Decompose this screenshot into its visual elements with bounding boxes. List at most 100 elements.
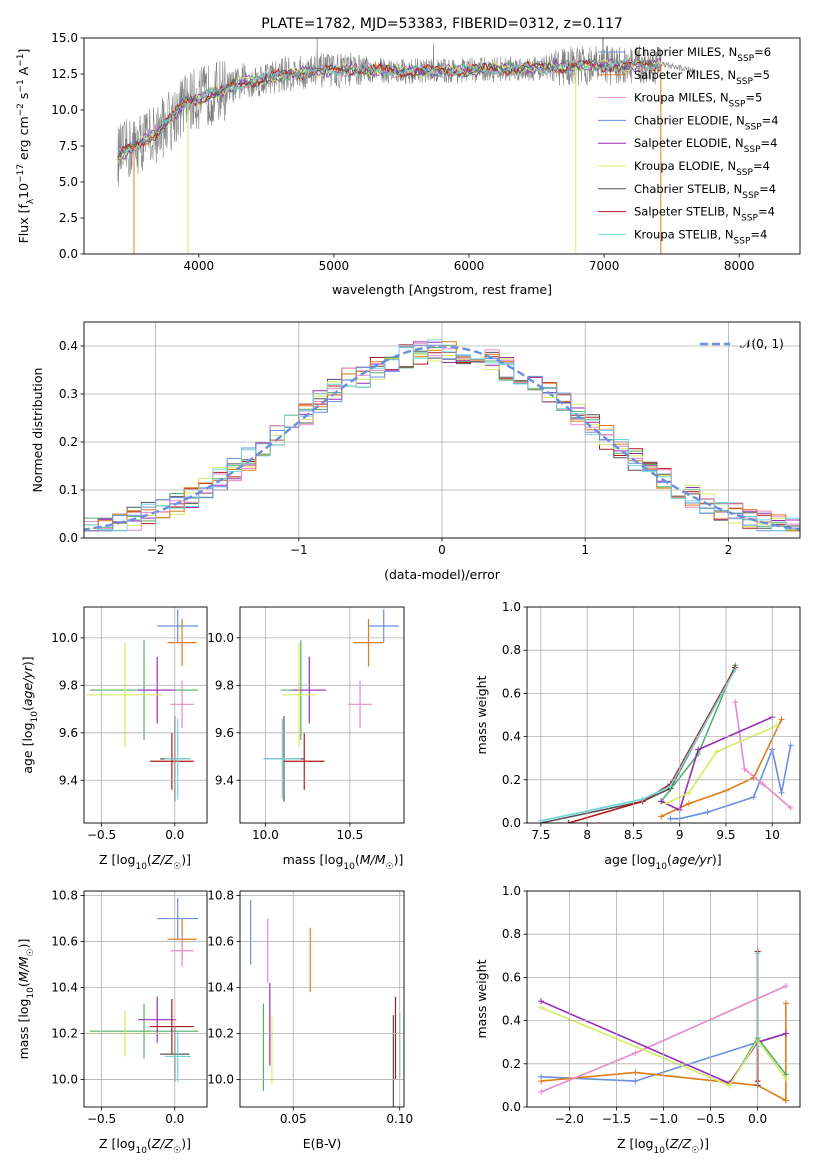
mass-weight-marker [538, 1088, 545, 1095]
y-tick-label: 0.2 [502, 773, 521, 787]
mass-weight-marker [741, 766, 748, 772]
x-tick-label: 5000 [319, 259, 350, 273]
y-axis-label: age [log10(age/yr)] [20, 656, 40, 773]
mass-weight-marker [662, 800, 669, 807]
y-tick-label: 0.8 [502, 643, 521, 657]
age-vs-mass-panel: 10.0 10.5 9.4 9.6 9.8 10.0 mass [log10(M/M☉)] [207, 606, 405, 872]
spectrum-model-line [117, 59, 662, 158]
mass-weight-marker [538, 1004, 545, 1011]
x-tick-label: 10 [765, 828, 780, 842]
legend-label: Chabrier ELODIE, NSSP=4 [634, 113, 779, 132]
mass-weight-marker [632, 1050, 639, 1056]
mass-weight-marker [782, 1097, 789, 1104]
y-tick-label: 10.8 [51, 889, 78, 903]
x-tick-label: 0 [438, 543, 446, 557]
x-tick-label: 6000 [454, 259, 485, 273]
mass-weight-marker [667, 783, 674, 790]
x-tick-label: −0.5 [87, 828, 116, 842]
y-tick-label: 1.0 [502, 600, 521, 614]
x-axis-label: Z [log10(Z/Z☉)] [99, 852, 191, 872]
mass-weight-marker [639, 796, 646, 803]
spectrum-model-line [117, 58, 662, 157]
x-axis-label: wavelength [Angstrom, rest frame] [332, 282, 552, 297]
x-tick-label: −1 [290, 543, 308, 557]
y-tick-label: 0.1 [59, 483, 78, 497]
mass-weight-marker [667, 815, 674, 822]
mass-weight-marker [632, 1078, 639, 1085]
mass-weight-marker [778, 789, 785, 796]
y-axis-label: mass weight [474, 675, 489, 754]
mass-weight-marker [787, 742, 794, 749]
mass-weight-vs-age-panel: 7.5 8 8.5 9 9.5 10 0.0 0.2 0.4 0.6 0.8 1.0 age [log1… [474, 600, 801, 872]
x-tick-label: 9.5 [716, 828, 735, 842]
y-tick-label: 15.0 [51, 31, 78, 45]
x-axis-label: mass [log10(M/M☉)] [283, 852, 404, 872]
mass-weight-marker [778, 716, 785, 723]
legend-label: Kroupa ELODIE, NSSP=4 [634, 159, 770, 178]
x-axis-label: age [log10(age/yr)] [604, 852, 721, 872]
mass-weight-marker [632, 1069, 639, 1076]
y-tick-label: 10.8 [207, 889, 234, 903]
mass-weight-marker [782, 1000, 789, 1007]
y-tick-label: 5.0 [59, 175, 78, 189]
mass-weight-marker [782, 1075, 789, 1082]
y-tick-label: 0.2 [502, 1057, 521, 1071]
mass-weight-vs-metallicity-panel: −2.0 −1.5 −1.0 −0.5 0.0 0.0 0.2 0.4 0.6 0.8 1.0 Z [… [474, 884, 801, 1156]
y-tick-label: 10.0 [51, 631, 78, 645]
y-tick-label: 0.0 [502, 816, 521, 830]
mass-weight-line [734, 701, 792, 809]
y-tick-label: 10.2 [207, 1026, 234, 1040]
x-tick-label: 8.5 [624, 828, 643, 842]
mass-weight-marker [658, 813, 665, 820]
axes-frame [83, 606, 208, 824]
y-tick-label: 0.6 [502, 970, 521, 984]
y-tick-label: 10.4 [207, 981, 234, 995]
mass-weight-line [665, 725, 778, 805]
mass-weight-marker [782, 1030, 789, 1037]
y-axis-label: mass [log10(M/M☉)] [16, 939, 36, 1060]
y-tick-label: 10.4 [51, 981, 78, 995]
axes-frame [526, 606, 801, 824]
x-tick-label: −0.5 [696, 1112, 725, 1126]
y-tick-label: 12.5 [51, 67, 78, 81]
mass-weight-marker [538, 998, 545, 1005]
y-tick-label: 9.4 [59, 773, 78, 787]
y-tick-label: 9.6 [215, 726, 234, 740]
chart-title: PLATE=1782, MJD=53383, FIBERID=0312, z=0… [261, 16, 623, 32]
x-axis-label: (data-model)/error [384, 567, 501, 582]
legend-label: Kroupa STELIB, NSSP=4 [634, 227, 767, 246]
x-tick-label: 0.10 [386, 1112, 413, 1126]
y-tick-label: 0.0 [59, 531, 78, 545]
x-tick-label: −0.5 [87, 1112, 116, 1126]
mass-weight-marker [759, 781, 766, 788]
axes-frame [83, 37, 801, 255]
mass-weight-marker [695, 746, 702, 753]
x-tick-label: 7000 [589, 259, 620, 273]
spectrum-model-line [117, 57, 662, 161]
y-tick-label: 10.0 [51, 103, 78, 117]
x-tick-label: 0.0 [748, 1112, 767, 1126]
y-tick-label: 0.4 [502, 730, 521, 744]
x-tick-label: 8000 [724, 259, 755, 273]
mass-weight-marker [782, 983, 789, 990]
y-tick-label: 10.2 [51, 1026, 78, 1040]
y-tick-label: 0.2 [59, 435, 78, 449]
y-tick-label: 9.6 [59, 726, 78, 740]
y-tick-label: 0.6 [502, 686, 521, 700]
mass-weight-marker [713, 748, 720, 755]
y-tick-label: 10.6 [51, 935, 78, 949]
mass-weight-marker [658, 798, 665, 805]
x-tick-label: 9 [676, 828, 684, 842]
x-axis-label: E(B-V) [303, 1136, 342, 1151]
axes-frame [83, 321, 801, 539]
x-tick-label: 2 [725, 543, 733, 557]
spectrum-panel-plot-area [117, 38, 699, 254]
residual-legend: 𝒩(0, 1) [700, 337, 784, 351]
mass-weight-marker [732, 699, 739, 706]
legend-label: Salpeter MILES, NSSP=5 [634, 68, 770, 87]
spectrum-panel: 4000 5000 6000 7000 8000 0.0 2.5 5.0 7.5 10.0 12.5… [16, 16, 801, 297]
y-axis-label: Normed distribution [30, 368, 45, 493]
x-tick-label: 10.0 [252, 828, 279, 842]
y-tick-label: 9.8 [215, 678, 234, 692]
